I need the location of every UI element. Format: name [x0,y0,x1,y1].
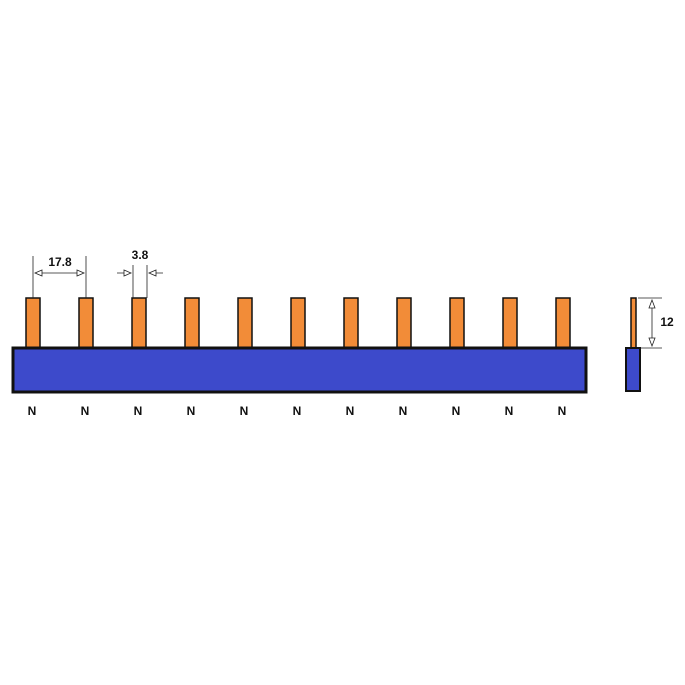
side-pin [630,297,637,349]
pin-label: N [399,404,408,418]
pin-label: N [81,404,90,418]
pin-label: N [346,404,355,418]
arrow [648,337,656,348]
pin [449,297,465,349]
pin [396,297,412,349]
arrow [147,269,163,277]
pin-height-label: 12 [660,315,674,329]
arrow [76,269,86,277]
pin [290,297,306,349]
pin [78,297,94,349]
pin [25,297,41,349]
pin-label: N [558,404,567,418]
busbar [11,346,588,394]
side-busbar [625,347,641,392]
pitch-label: 17.8 [48,255,72,269]
pin [555,297,571,349]
pin-label: N [134,404,143,418]
arrow [33,269,43,277]
pin-width-label: 3.8 [132,248,149,262]
pin [237,297,253,349]
pin-label: N [293,404,302,418]
pin [343,297,359,349]
pin-label: N [505,404,514,418]
pin-label: N [452,404,461,418]
pin [131,297,147,349]
pin [184,297,200,349]
pins [25,297,571,349]
pin-label: N [187,404,196,418]
pin [502,297,518,349]
pin-label: N [28,404,37,418]
pin-label: N [240,404,249,418]
arrow [117,269,133,277]
arrow [648,298,656,309]
